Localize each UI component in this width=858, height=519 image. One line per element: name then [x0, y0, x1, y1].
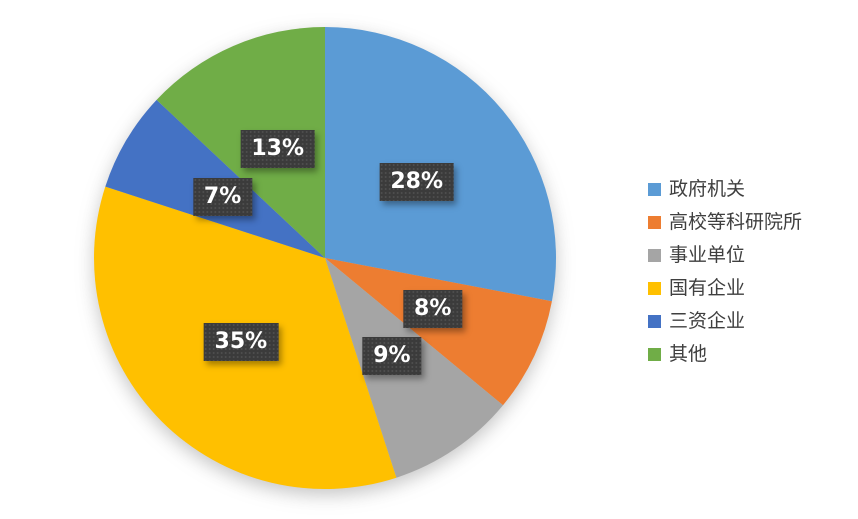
- data-label-1: 8%: [403, 289, 463, 328]
- pie-slices: [94, 27, 557, 489]
- legend-label: 事业单位: [669, 245, 746, 266]
- legend-swatch-square: [648, 315, 661, 328]
- legend-label: 其他: [669, 344, 708, 365]
- legend-item-5: 其他: [648, 345, 802, 364]
- legend-label: 高校等科研院所: [669, 212, 803, 233]
- data-label-4: 7%: [192, 178, 253, 217]
- legend-swatch-square: [648, 348, 661, 361]
- chart-legend: 政府机关 高校等科研院所 事业单位 国有企业 三资企业 其他: [648, 180, 802, 378]
- data-label-5: 13%: [240, 129, 316, 168]
- data-label-2: 9%: [362, 337, 422, 376]
- legend-item-3: 国有企业: [648, 279, 802, 298]
- legend-item-2: 事业单位: [648, 246, 802, 265]
- legend-swatch-square: [648, 282, 661, 295]
- legend-swatch-square: [648, 249, 661, 262]
- legend-item-1: 高校等科研院所: [648, 213, 802, 232]
- pie-slice-1: [325, 258, 552, 406]
- legend-swatch-square: [648, 183, 661, 196]
- data-label-3: 35%: [203, 323, 279, 362]
- legend-label: 国有企业: [669, 278, 746, 299]
- legend-label: 政府机关: [669, 179, 746, 200]
- legend-item-4: 三资企业: [648, 312, 802, 331]
- legend-item-0: 政府机关: [648, 180, 802, 199]
- data-label-0: 28%: [379, 163, 455, 202]
- legend-label: 三资企业: [669, 311, 746, 332]
- legend-swatch-square: [648, 216, 661, 229]
